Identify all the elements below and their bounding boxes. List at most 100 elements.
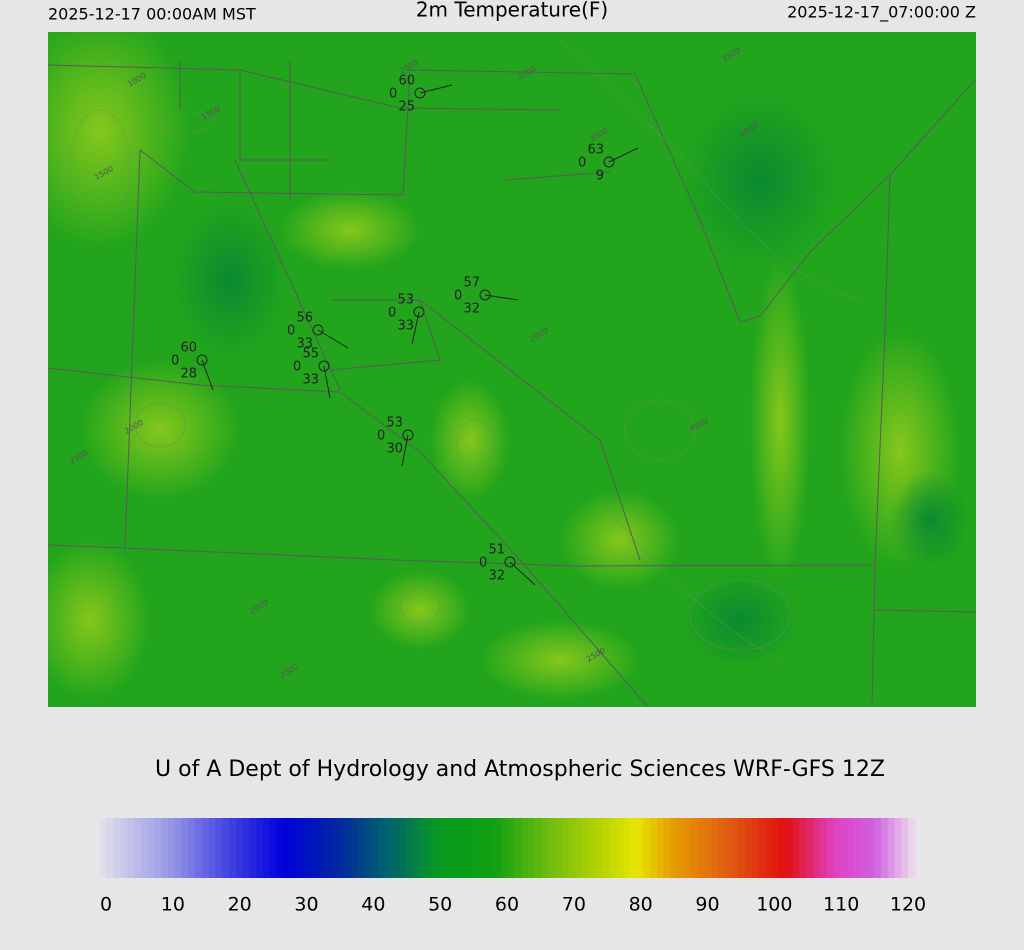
contours: [69, 39, 861, 661]
station-dewpoint: 33: [296, 337, 313, 352]
station-dewpoint: 28: [180, 367, 197, 382]
colorbar-cell: [568, 818, 576, 878]
colorbar-cell: [629, 818, 638, 878]
colorbar-cell: [235, 818, 244, 878]
colorbar-cell: [392, 818, 400, 878]
colorbar-cell: [609, 818, 617, 878]
colorbar-tick-label: 30: [294, 894, 318, 916]
colorbar-cell: [317, 818, 325, 878]
credit: U of A Dept of Hydrology and Atmospheric…: [155, 757, 885, 782]
colorbar-cell: [140, 818, 149, 878]
colorbar-cell: [677, 818, 685, 878]
station-cloud: 0: [454, 289, 462, 304]
colorbar-cell: [324, 818, 332, 878]
colorbar-cell: [106, 818, 115, 878]
colorbar-cell: [738, 818, 746, 878]
colorbar-cell: [527, 818, 536, 878]
colorbar-cell: [113, 818, 121, 878]
colorbar-cell: [147, 818, 155, 878]
colorbar-cell: [833, 818, 841, 878]
colorbar-cell: [330, 818, 339, 878]
colorbar-cell: [901, 818, 909, 878]
colorbar-cell: [466, 818, 475, 878]
colorbar-cell: [385, 818, 393, 878]
colorbar-cell: [894, 818, 902, 878]
colorbar-cell: [785, 818, 794, 878]
colorbar-tick-label: 20: [228, 894, 252, 916]
station-dewpoint: 30: [386, 442, 403, 457]
colorbar-cell: [792, 818, 801, 878]
colorbar-tick-label: 40: [361, 894, 385, 916]
colorbar-cell: [697, 818, 705, 878]
colorbar-cell: [684, 818, 692, 878]
colorbar-cell: [799, 818, 807, 878]
colorbar-cell: [622, 818, 631, 878]
colorbar-cell: [765, 818, 773, 878]
colorbar-cell: [575, 818, 583, 878]
colorbar-cell: [446, 818, 454, 878]
station-cloud: 0: [479, 556, 487, 571]
colorbar-cell: [758, 818, 767, 878]
colorbar-cell: [439, 818, 447, 878]
colorbar-cell: [881, 818, 889, 878]
station-temp: 60: [180, 341, 197, 356]
station-circle: [413, 306, 425, 318]
colorbar-cell: [493, 818, 502, 878]
colorbar-cell: [819, 818, 828, 878]
station-temp: 63: [587, 143, 604, 158]
colorbar-cell: [718, 818, 726, 878]
colorbar-cell: [195, 818, 203, 878]
station-temp: 53: [397, 293, 414, 308]
colorbar-cell: [561, 818, 570, 878]
station-circle: [402, 429, 414, 441]
colorbar-cell: [473, 818, 481, 878]
station-dewpoint: 32: [488, 569, 505, 584]
colorbar-tick-label: 0: [100, 894, 112, 916]
station-circle: [504, 556, 516, 568]
colorbar-cell: [602, 818, 610, 878]
colorbar-cell: [616, 818, 624, 878]
colorbar-cell: [276, 818, 284, 878]
station-cloud: 0: [293, 360, 301, 375]
wind-barb: [608, 147, 639, 163]
station-cloud: 0: [389, 87, 397, 102]
station-cloud: 0: [578, 156, 586, 171]
header-right: 2025-12-17_07:00:00 Z: [787, 3, 976, 23]
station-cloud: 0: [377, 429, 385, 444]
colorbar-cell: [242, 818, 250, 878]
station-circle: [603, 156, 615, 168]
colorbar-cell: [310, 818, 318, 878]
colorbar-cell: [133, 818, 142, 878]
colorbar-tick-label: 70: [562, 894, 586, 916]
colorbar-cell: [100, 818, 108, 878]
station-temp: 51: [488, 543, 505, 558]
colorbar-cell: [874, 818, 882, 878]
wind-barb: [401, 434, 409, 467]
colorbar-cell: [670, 818, 678, 878]
station-circle: [414, 87, 426, 99]
colorbar-cell: [208, 818, 216, 878]
colorbar-tick-label: 110: [823, 894, 859, 916]
colorbar-cell: [487, 818, 495, 878]
colorbar-cell: [181, 818, 189, 878]
colorbar-cell: [364, 818, 373, 878]
station-temp: 55: [302, 347, 319, 362]
station-circle: [479, 289, 491, 301]
stations: 6002563095703253033560335503360028530305…: [171, 74, 639, 586]
colorbar-cell: [745, 818, 753, 878]
colorbar-cell: [731, 818, 739, 878]
station-circle: [196, 354, 208, 366]
colorbar-cell: [459, 818, 468, 878]
wind-barb: [411, 311, 420, 345]
colorbar-cell: [663, 818, 671, 878]
colorbar-cell: [589, 818, 597, 878]
colorbar-cell: [229, 818, 237, 878]
colorbar-cell: [752, 818, 760, 878]
colorbar-cell: [269, 818, 278, 878]
